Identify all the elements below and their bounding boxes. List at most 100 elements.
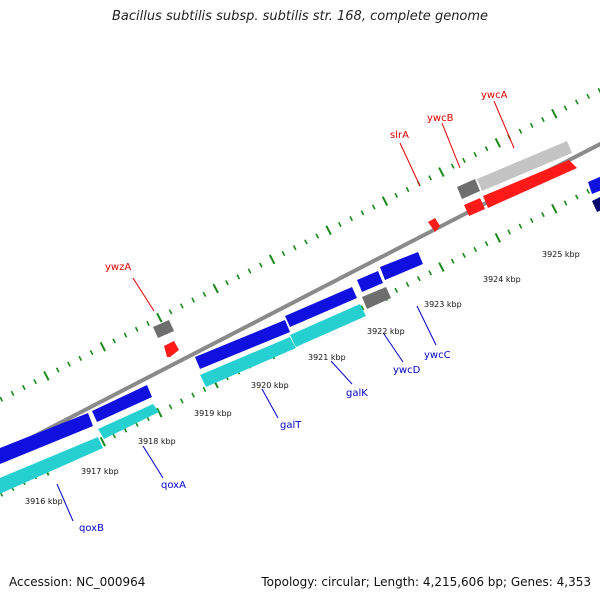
galT-gene[interactable] [195, 320, 296, 387]
scale-tick [574, 194, 579, 200]
galK-gene[interactable] [285, 287, 366, 347]
slrA-gene[interactable] [428, 218, 440, 232]
label-galT[interactable]: galT [280, 420, 302, 431]
label-ywcB[interactable]: ywcB [427, 113, 454, 124]
scale-tick [529, 217, 534, 223]
scale-tick [281, 250, 286, 257]
outer-tick-track [0, 87, 600, 402]
scale-tick [112, 433, 117, 439]
scale-tick [574, 99, 579, 105]
ywzA-gene[interactable] [153, 320, 179, 357]
label-ywzA[interactable]: ywzA [105, 262, 131, 273]
galT-cyan-arrow [200, 337, 296, 387]
scale-tick [55, 367, 60, 373]
scale-tick [112, 338, 117, 344]
ywcD-blue-arrow [357, 271, 383, 292]
scale-tick [168, 309, 173, 315]
ywcB-gene[interactable] [457, 179, 485, 216]
scale-tick [360, 210, 365, 216]
scale-tick [518, 128, 523, 134]
scale-tick [99, 436, 106, 447]
qoxA-blue-arrow [92, 385, 152, 422]
label-ywcD[interactable]: ywcD [393, 365, 421, 376]
scale-tick [258, 262, 263, 268]
scale-tick [518, 223, 523, 229]
leader-qoxB [56, 483, 74, 522]
ywcC-gene[interactable] [380, 252, 423, 280]
scale-tick [43, 370, 50, 381]
scale-tick [202, 291, 207, 297]
scale-tick [484, 241, 489, 247]
scale-tick [315, 233, 320, 239]
leader-galK [330, 360, 353, 385]
scale-tick [67, 361, 71, 367]
scale-tick [33, 379, 38, 385]
scale-label: 3925 kbp [542, 250, 580, 259]
gene-labels-top: ywzA slrA ywcB ywcA [105, 90, 508, 273]
scale-label: 3918 kbp [138, 437, 176, 446]
scale-tick [156, 312, 163, 323]
qoxB-cyan-arrow [0, 437, 103, 494]
label-ywcC[interactable]: ywcC [424, 350, 451, 361]
scale-tick [371, 204, 376, 210]
scale-tick [304, 239, 308, 245]
label-galK[interactable]: galK [346, 388, 368, 399]
scale-tick [541, 212, 545, 218]
scale-tick [0, 396, 4, 402]
genome-summary-text: Topology: circular; Length: 4,215,606 bp… [261, 575, 591, 589]
ywcA-red-arrow [483, 160, 577, 208]
scale-tick [212, 283, 219, 294]
scale-tick [247, 268, 252, 274]
qoxB-gene[interactable] [0, 413, 103, 496]
scale-tick [325, 225, 332, 236]
scale-tick [202, 386, 207, 392]
scale-tick [292, 245, 297, 251]
scale-tick [381, 196, 389, 207]
scale-tick [405, 186, 410, 193]
label-slrA[interactable]: slrA [390, 130, 409, 141]
label-qoxB[interactable]: qoxB [79, 523, 104, 534]
scale-tick [586, 93, 591, 99]
scale-tick [563, 200, 568, 206]
scale-tick [394, 192, 399, 198]
ywcA-gene[interactable] [477, 141, 577, 208]
scale-tick [191, 392, 196, 398]
scale-label: 3922 kbp [367, 327, 405, 336]
scale-tick [179, 303, 184, 309]
label-qoxA[interactable]: qoxA [161, 480, 186, 491]
scale-tick [494, 137, 501, 148]
scale-tick [134, 326, 139, 332]
scale-tick [597, 87, 600, 94]
scale-tick [99, 341, 106, 352]
ywcA-light-gray-block [477, 141, 572, 191]
edge-gene[interactable] [588, 176, 600, 212]
scale-tick [360, 305, 365, 311]
label-ywcA[interactable]: ywcA [481, 90, 508, 101]
map-title: Bacillus subtilis subsp. subtilis str. 1… [111, 9, 489, 24]
scale-tick [405, 281, 410, 288]
scale-tick [438, 262, 445, 272]
scale-tick [563, 105, 568, 111]
ywzA-gray-block [153, 320, 174, 338]
scale-tick [473, 151, 478, 158]
scale-tick [507, 229, 512, 235]
ywcD-gene[interactable] [357, 271, 391, 309]
scale-tick [416, 276, 421, 282]
ywcB-red-arrow [464, 198, 485, 216]
galT-blue-arrow [195, 320, 290, 369]
edge-navy-arrow [592, 197, 600, 212]
slrA-red-arrow [428, 218, 440, 232]
scale-label: 3920 kbp [251, 381, 289, 390]
accession-text: Accession: NC_000964 [9, 575, 146, 589]
qoxA-gene[interactable] [92, 385, 159, 439]
scale-tick [168, 404, 173, 410]
scale-label: 3916 kbp [25, 497, 63, 506]
scale-tick [541, 117, 545, 123]
ywcC-blue-arrow [380, 252, 423, 280]
scale-tick [462, 252, 466, 258]
scale-tick [179, 398, 184, 404]
scale-tick [484, 146, 489, 152]
scale-label: 3923 kbp [424, 300, 462, 309]
scale-tick [462, 157, 466, 163]
scale-tick [551, 108, 558, 119]
